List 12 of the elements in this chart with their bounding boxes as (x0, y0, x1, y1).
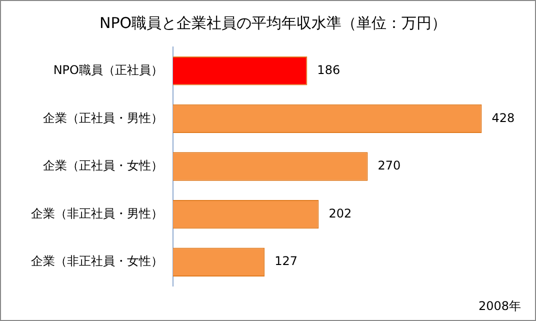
y-tick-label: 企業（非正社員・男性） (31, 206, 163, 220)
y-tick-label: 企業（正社員・男性） (43, 110, 163, 125)
data-label: 202 (328, 206, 352, 220)
chart-title: NPO職員と企業社員の平均年収水準（単位：万円） (99, 14, 447, 32)
data-label: 127 (274, 254, 298, 268)
text: 2008年 (478, 299, 521, 313)
data-label: 428 (492, 110, 515, 125)
data-label: 270 (378, 158, 401, 173)
y-tick-label: NPO職員（正社員） (53, 63, 163, 78)
y-tick-label: 企業（正社員・女性） (43, 158, 163, 173)
y-tick-label: 企業（非正社員・女性） (31, 254, 163, 268)
data-label: 186 (317, 63, 340, 78)
